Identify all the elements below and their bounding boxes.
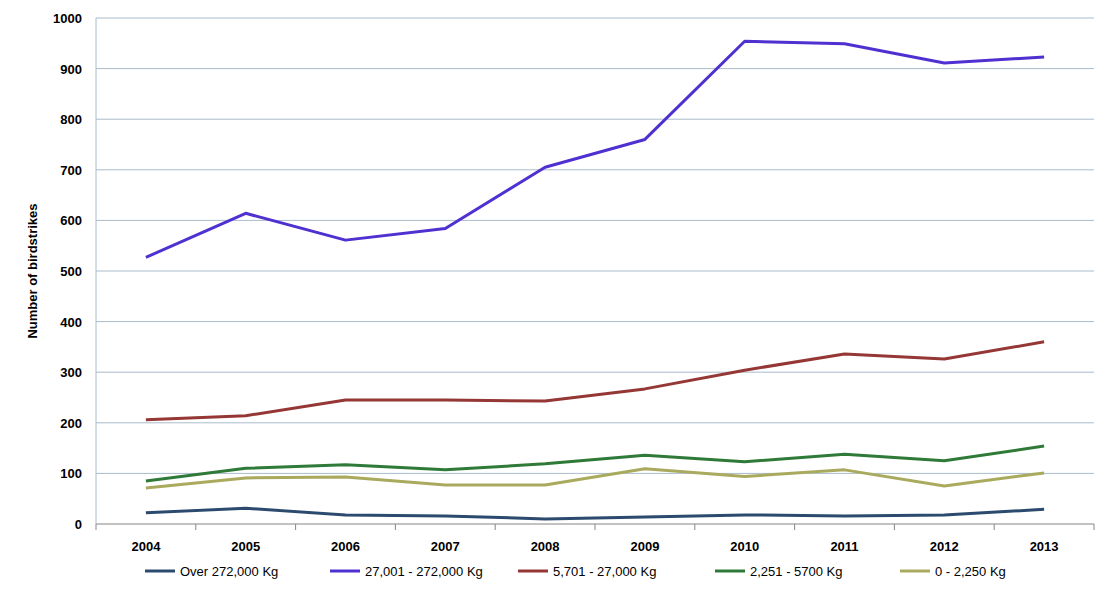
x-tick-mark: [295, 524, 296, 530]
y-tick-label: 600: [60, 213, 82, 228]
grid-line: [96, 220, 1094, 221]
legend-swatch: [145, 570, 175, 573]
legend-swatch: [715, 570, 745, 573]
legend-swatch: [518, 570, 548, 573]
x-tick-label: 2007: [431, 539, 460, 554]
x-tick-mark: [395, 524, 396, 530]
legend-label: 0 - 2,250 Kg: [935, 564, 1006, 579]
x-tick-mark: [495, 524, 496, 530]
grid-line: [96, 473, 1094, 474]
x-tick-label: 2006: [331, 539, 360, 554]
y-tick-label: 300: [60, 365, 82, 380]
y-range-line: [96, 18, 97, 524]
x-tick-mark: [894, 524, 895, 530]
x-tick-mark: [96, 524, 97, 530]
x-tick-label: 2009: [630, 539, 659, 554]
legend-swatch: [900, 570, 930, 573]
grid-line: [96, 169, 1094, 170]
grid-line: [96, 372, 1094, 373]
y-axis-title: Number of birdstrikes: [25, 203, 40, 338]
grid-line: [96, 18, 1094, 19]
y-tick-label: 700: [60, 163, 82, 178]
x-tick-mark: [1094, 524, 1095, 530]
y-tick-label: 1000: [53, 11, 82, 26]
x-tick-mark: [994, 524, 995, 530]
y-tick-label: 500: [60, 264, 82, 279]
y-tick-label: 400: [60, 315, 82, 330]
legend-swatch: [330, 570, 360, 573]
grid-line: [96, 422, 1094, 423]
chart-container: 0 100 200 300 400 500 600 700 800 900 1000 2004 2005…: [0, 0, 1116, 606]
chart-svg: 0 100 200 300 400 500 600 700 800 900 1000 2004 2005…: [0, 0, 1116, 606]
series-line: [146, 41, 1044, 257]
y-tick-label: 900: [60, 62, 82, 77]
legend-label: 27,001 - 272,000 Kg: [365, 564, 483, 579]
series-line: [146, 508, 1044, 519]
grid-line: [96, 119, 1094, 120]
grid-line: [96, 68, 1094, 69]
series-line: [146, 469, 1044, 488]
x-tick-mark: [195, 524, 196, 530]
legend-label: 2,251 - 5700 Kg: [750, 564, 843, 579]
legend-label: Over 272,000 Kg: [180, 564, 278, 579]
x-tick-label: 2008: [531, 539, 560, 554]
x-tick-label: 2011: [830, 539, 858, 554]
grid-line: [96, 271, 1094, 272]
x-tick-label: 2005: [231, 539, 260, 554]
plot-lines: [146, 41, 1044, 519]
x-tick-label: 2012: [930, 539, 959, 554]
x-tick-mark: [694, 524, 695, 530]
y-tick-label: 800: [60, 112, 82, 127]
legend: Over 272,000 Kg 27,001 - 272,000 Kg 5,701 …: [145, 564, 1006, 579]
series-line: [146, 342, 1044, 420]
x-tick-label: 2013: [1030, 539, 1059, 554]
y-tick-label: 0: [75, 517, 82, 532]
legend-label: 5,701 - 27,000 Kg: [553, 564, 656, 579]
grid-line: [96, 321, 1094, 322]
x-tick-label: 2004: [131, 539, 161, 554]
y-tick-label: 200: [60, 416, 82, 431]
x-tick-mark: [595, 524, 596, 530]
x-tick-mark: [794, 524, 795, 530]
y-tick-label: 100: [60, 466, 82, 481]
x-tick-label: 2010: [730, 539, 759, 554]
